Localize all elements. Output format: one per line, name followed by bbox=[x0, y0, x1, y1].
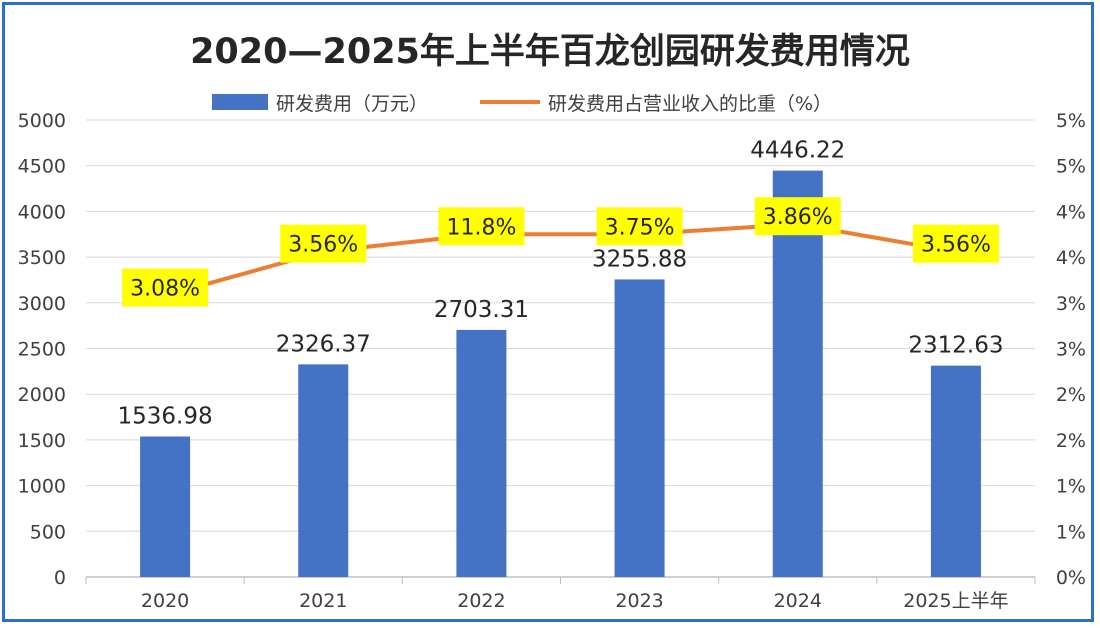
legend-bar-swatch bbox=[212, 94, 268, 110]
bar-data-label: 4446.22 bbox=[750, 138, 845, 164]
y-right-tick-label: 4% bbox=[1056, 247, 1086, 269]
y-left-tick-label: 2500 bbox=[18, 339, 66, 361]
bar bbox=[456, 329, 507, 577]
y-right-tick-label: 2% bbox=[1056, 430, 1086, 452]
y-right-tick-label: 5% bbox=[1056, 156, 1086, 178]
y-right-tick-label: 2% bbox=[1056, 384, 1086, 406]
x-tick-label: 2022 bbox=[457, 590, 505, 612]
bar bbox=[614, 279, 665, 577]
bar bbox=[298, 364, 349, 577]
bar-series bbox=[140, 170, 981, 578]
bar-data-label: 3255.88 bbox=[592, 246, 687, 272]
x-tick-label: 2024 bbox=[774, 590, 822, 612]
line-label-box bbox=[438, 207, 525, 246]
legend: 研发费用（万元） 研发费用占营业收入的比重（%） bbox=[212, 93, 832, 115]
bar-data-label: 2703.31 bbox=[434, 297, 529, 323]
line-data-label: 3.56% bbox=[288, 233, 358, 258]
chart-title: 2020—2025年上半年百龙创园研发费用情况 bbox=[190, 32, 910, 72]
bar-data-label: 2312.63 bbox=[908, 333, 1003, 359]
y-right-tick-label: 5% bbox=[1056, 110, 1086, 132]
line-label-box bbox=[596, 207, 683, 246]
y-right-tick-label: 4% bbox=[1056, 201, 1086, 223]
y-left-tick-label: 500 bbox=[30, 521, 66, 543]
line-data-label: 3.08% bbox=[130, 276, 200, 301]
y-left-tick-label: 3500 bbox=[18, 247, 66, 269]
line-label-box bbox=[122, 268, 209, 307]
bar bbox=[140, 436, 191, 577]
y-right-tick-label: 1% bbox=[1056, 521, 1086, 543]
y-left-tick-label: 4000 bbox=[18, 201, 66, 223]
y-left-tick-label: 4500 bbox=[18, 156, 66, 178]
line-data-label: 3.86% bbox=[763, 205, 833, 230]
y-right-tick-label: 3% bbox=[1056, 293, 1086, 315]
legend-bar-label: 研发费用（万元） bbox=[276, 93, 428, 115]
line-data-label: 11.8% bbox=[446, 215, 516, 240]
axes: 0 0% 500 1% 1000 1% 1500 2% 2000 2% 2500 3% 3000 3% 35… bbox=[18, 110, 1086, 612]
x-tick-label: 2023 bbox=[615, 590, 663, 612]
bar bbox=[772, 170, 823, 578]
legend-line-label: 研发费用占营业收入的比重（%） bbox=[548, 93, 832, 115]
y-right-tick-label: 0% bbox=[1056, 567, 1086, 589]
y-left-tick-label: 0 bbox=[54, 567, 66, 589]
y-right-tick-label: 3% bbox=[1056, 339, 1086, 361]
y-left-tick-label: 1500 bbox=[18, 430, 66, 452]
y-left-tick-label: 5000 bbox=[18, 110, 66, 132]
line-data-label: 3.56% bbox=[921, 233, 991, 258]
line-data-label: 3.75% bbox=[605, 215, 675, 240]
line-label-box bbox=[280, 224, 367, 263]
data-labels: 1536.98 2326.37 2703.31 3255.88 4446.22 2312.… bbox=[118, 138, 1004, 430]
bar bbox=[930, 365, 981, 577]
y-right-tick-label: 1% bbox=[1056, 476, 1086, 498]
x-tick-label: 2021 bbox=[299, 590, 347, 612]
y-left-tick-label: 1000 bbox=[18, 476, 66, 498]
bar-data-label: 1536.98 bbox=[118, 404, 213, 430]
bar-data-label: 2326.37 bbox=[276, 331, 371, 357]
x-tick-label: 2025上半年 bbox=[903, 590, 1008, 612]
gridlines bbox=[86, 119, 1035, 532]
y-left-tick-label: 3000 bbox=[18, 293, 66, 315]
y-left-tick-label: 2000 bbox=[18, 384, 66, 406]
x-tick-label: 2020 bbox=[141, 590, 189, 612]
line-label-box bbox=[912, 224, 999, 263]
line-label-box bbox=[754, 197, 841, 236]
